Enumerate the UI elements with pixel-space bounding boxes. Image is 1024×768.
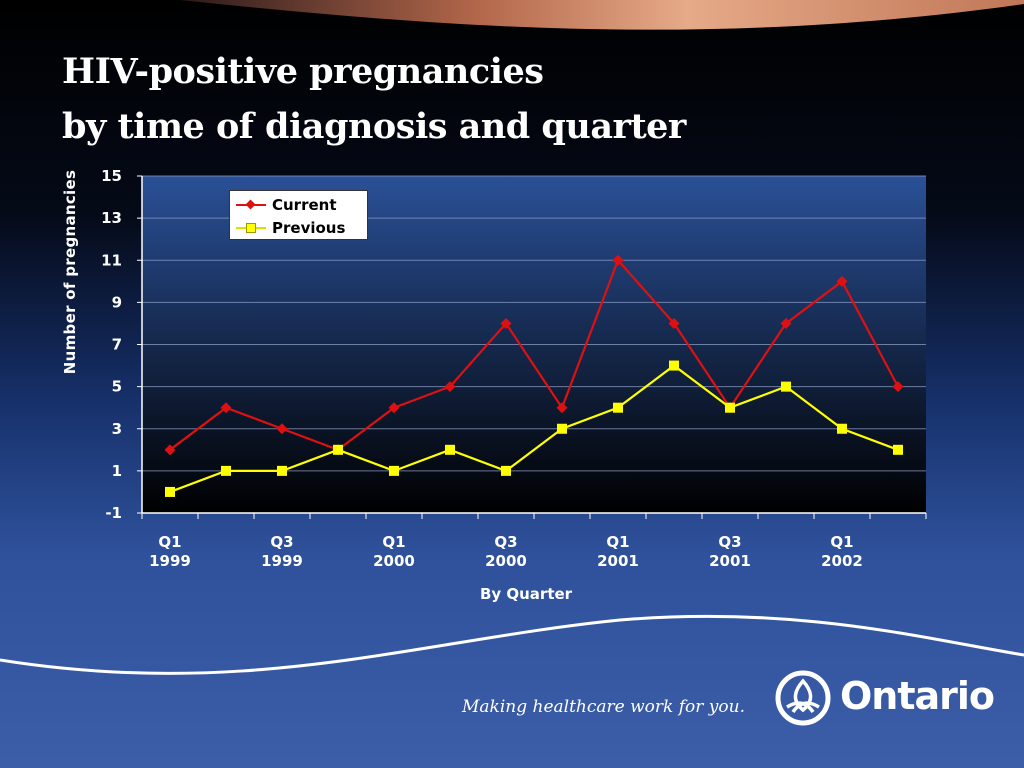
series-line-previous: [169, 364, 899, 493]
series-line-current: [169, 258, 899, 452]
footer-tagline: Making healthcare work for you.: [462, 697, 745, 717]
ontario-logo-text: Ontario: [840, 674, 995, 718]
y-tick-label: -1: [105, 504, 122, 522]
data-point-current: [388, 402, 400, 414]
legend-label-previous: Previous: [272, 219, 346, 237]
title-line-2: by time of diagnosis and quarter: [62, 106, 686, 147]
slide-title: HIV-positive pregnancies by time of diag…: [62, 44, 686, 154]
x-tick-label-year: 1999: [261, 552, 303, 570]
x-tick-label-year: 2000: [373, 552, 415, 570]
y-tick-label: 3: [112, 420, 122, 438]
x-tick-label-quarter: Q1: [830, 533, 853, 551]
y-tick-label: 1: [112, 462, 122, 480]
data-point-previous: [837, 423, 847, 434]
data-point-current: [556, 402, 568, 414]
legend-item-current: Current: [236, 194, 337, 216]
top-swoosh: [180, 0, 1024, 30]
x-tick-label-year: 1999: [149, 552, 191, 570]
legend-label-current: Current: [272, 196, 337, 214]
data-point-previous: [277, 465, 287, 476]
data-point-current: [780, 317, 792, 329]
y-tick-label: 11: [101, 251, 122, 269]
data-point-previous: [613, 402, 623, 413]
y-tick-label: 7: [112, 336, 122, 354]
data-point-previous: [669, 360, 679, 371]
x-tick-label-quarter: Q1: [158, 533, 181, 551]
x-tick-label-year: 2000: [485, 552, 527, 570]
data-point-previous: [221, 465, 231, 476]
data-point-current: [220, 402, 232, 414]
x-tick-label-quarter: Q3: [270, 533, 293, 551]
data-point-current: [836, 275, 848, 287]
x-tick-label-year: 2001: [709, 552, 751, 570]
x-tick-label-year: 2001: [597, 552, 639, 570]
data-point-previous: [501, 465, 511, 476]
data-point-previous: [165, 486, 175, 497]
data-point-previous: [893, 444, 903, 455]
y-tick-label: 9: [112, 293, 122, 311]
y-axis-label: Number of pregnancies: [61, 169, 79, 375]
data-point-previous: [333, 444, 343, 455]
x-tick-label-year: 2002: [821, 552, 863, 570]
x-tick-label-quarter: Q3: [494, 533, 517, 551]
bottom-curve: [0, 614, 1024, 675]
data-point-previous: [725, 402, 735, 413]
data-point-current: [612, 254, 624, 266]
title-line-1: HIV-positive pregnancies: [62, 51, 544, 92]
y-tick-label: 13: [101, 209, 122, 227]
data-point-previous: [445, 444, 455, 455]
data-point-previous: [389, 465, 399, 476]
y-tick-label: 5: [112, 378, 122, 396]
x-tick-label-quarter: Q1: [382, 533, 405, 551]
legend-item-previous: Previous: [236, 217, 345, 239]
data-point-previous: [557, 423, 567, 434]
data-point-current: [892, 381, 904, 393]
data-point-current: [276, 423, 288, 435]
data-point-previous: [781, 381, 791, 392]
data-point-current: [500, 317, 512, 329]
data-point-current: [668, 317, 680, 329]
ontario-trillium-icon: [775, 670, 831, 726]
x-axis-label: By Quarter: [479, 585, 573, 603]
chart-legend: Current Previous: [229, 190, 368, 240]
y-tick-label: 15: [101, 167, 122, 185]
data-point-current: [164, 444, 176, 456]
x-tick-label-quarter: Q1: [606, 533, 629, 551]
data-point-current: [444, 381, 456, 393]
x-tick-label-quarter: Q3: [718, 533, 741, 551]
